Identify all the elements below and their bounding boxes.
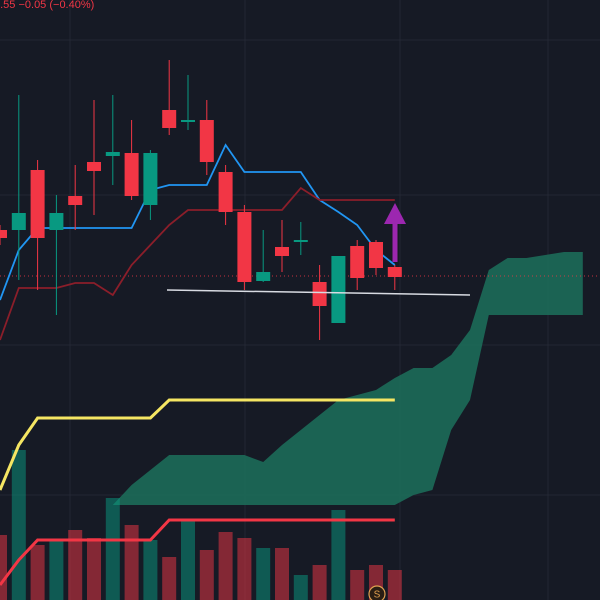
candle-body (181, 120, 195, 122)
candle-body (124, 153, 139, 196)
arrow (384, 203, 406, 262)
candle-body (49, 213, 64, 230)
trend-line (166, 289, 471, 296)
cloud (112, 252, 583, 505)
candle-body (68, 196, 83, 205)
badge-label: S (374, 590, 381, 600)
arrow-head (384, 203, 406, 224)
volume-bar (143, 540, 158, 600)
candle-body (237, 212, 252, 282)
candle-body (30, 170, 45, 238)
volume-bar (350, 570, 365, 600)
plot (0, 60, 600, 600)
candle-body (218, 172, 233, 212)
volume-bar (124, 525, 139, 600)
candle-body (293, 240, 308, 242)
volume-bar (237, 538, 252, 600)
volume-bar (331, 510, 346, 600)
indicator-line (0, 143, 396, 301)
volume-bar (256, 548, 271, 600)
volume-bar (68, 530, 83, 600)
candle-body (11, 213, 26, 230)
volume-bar (87, 538, 101, 600)
candle-body (312, 282, 327, 306)
badge-icon (368, 585, 386, 600)
volume-bar (181, 520, 195, 600)
volume-bar (218, 532, 233, 600)
candle-body (143, 153, 158, 205)
volume-bar (162, 557, 177, 600)
volume-bar (387, 570, 402, 600)
volume-bar (0, 535, 7, 600)
indicator-line (0, 398, 395, 491)
candle-body (369, 242, 383, 268)
header-quote: 2.55 −0.05 (−0.40%) (0, 0, 94, 11)
candle-body (162, 110, 177, 128)
candle-body (387, 267, 402, 277)
volume-bar (30, 545, 45, 600)
volume-bar (275, 548, 289, 600)
volume-bar (199, 550, 214, 600)
volume-bar (293, 575, 308, 600)
candle-body (256, 272, 271, 281)
candle-body (350, 246, 365, 278)
volume-bar (49, 540, 64, 600)
candle-body (105, 152, 120, 156)
indicator-line (0, 518, 395, 586)
candle-body (275, 247, 289, 256)
candle-body (331, 256, 346, 323)
volume-bar (105, 498, 120, 600)
volume-bar (312, 565, 327, 600)
indicator-line (0, 186, 395, 341)
volume-bar (11, 450, 26, 600)
candle-body (199, 120, 214, 162)
candle-body (0, 230, 7, 238)
candle-body (87, 162, 101, 171)
